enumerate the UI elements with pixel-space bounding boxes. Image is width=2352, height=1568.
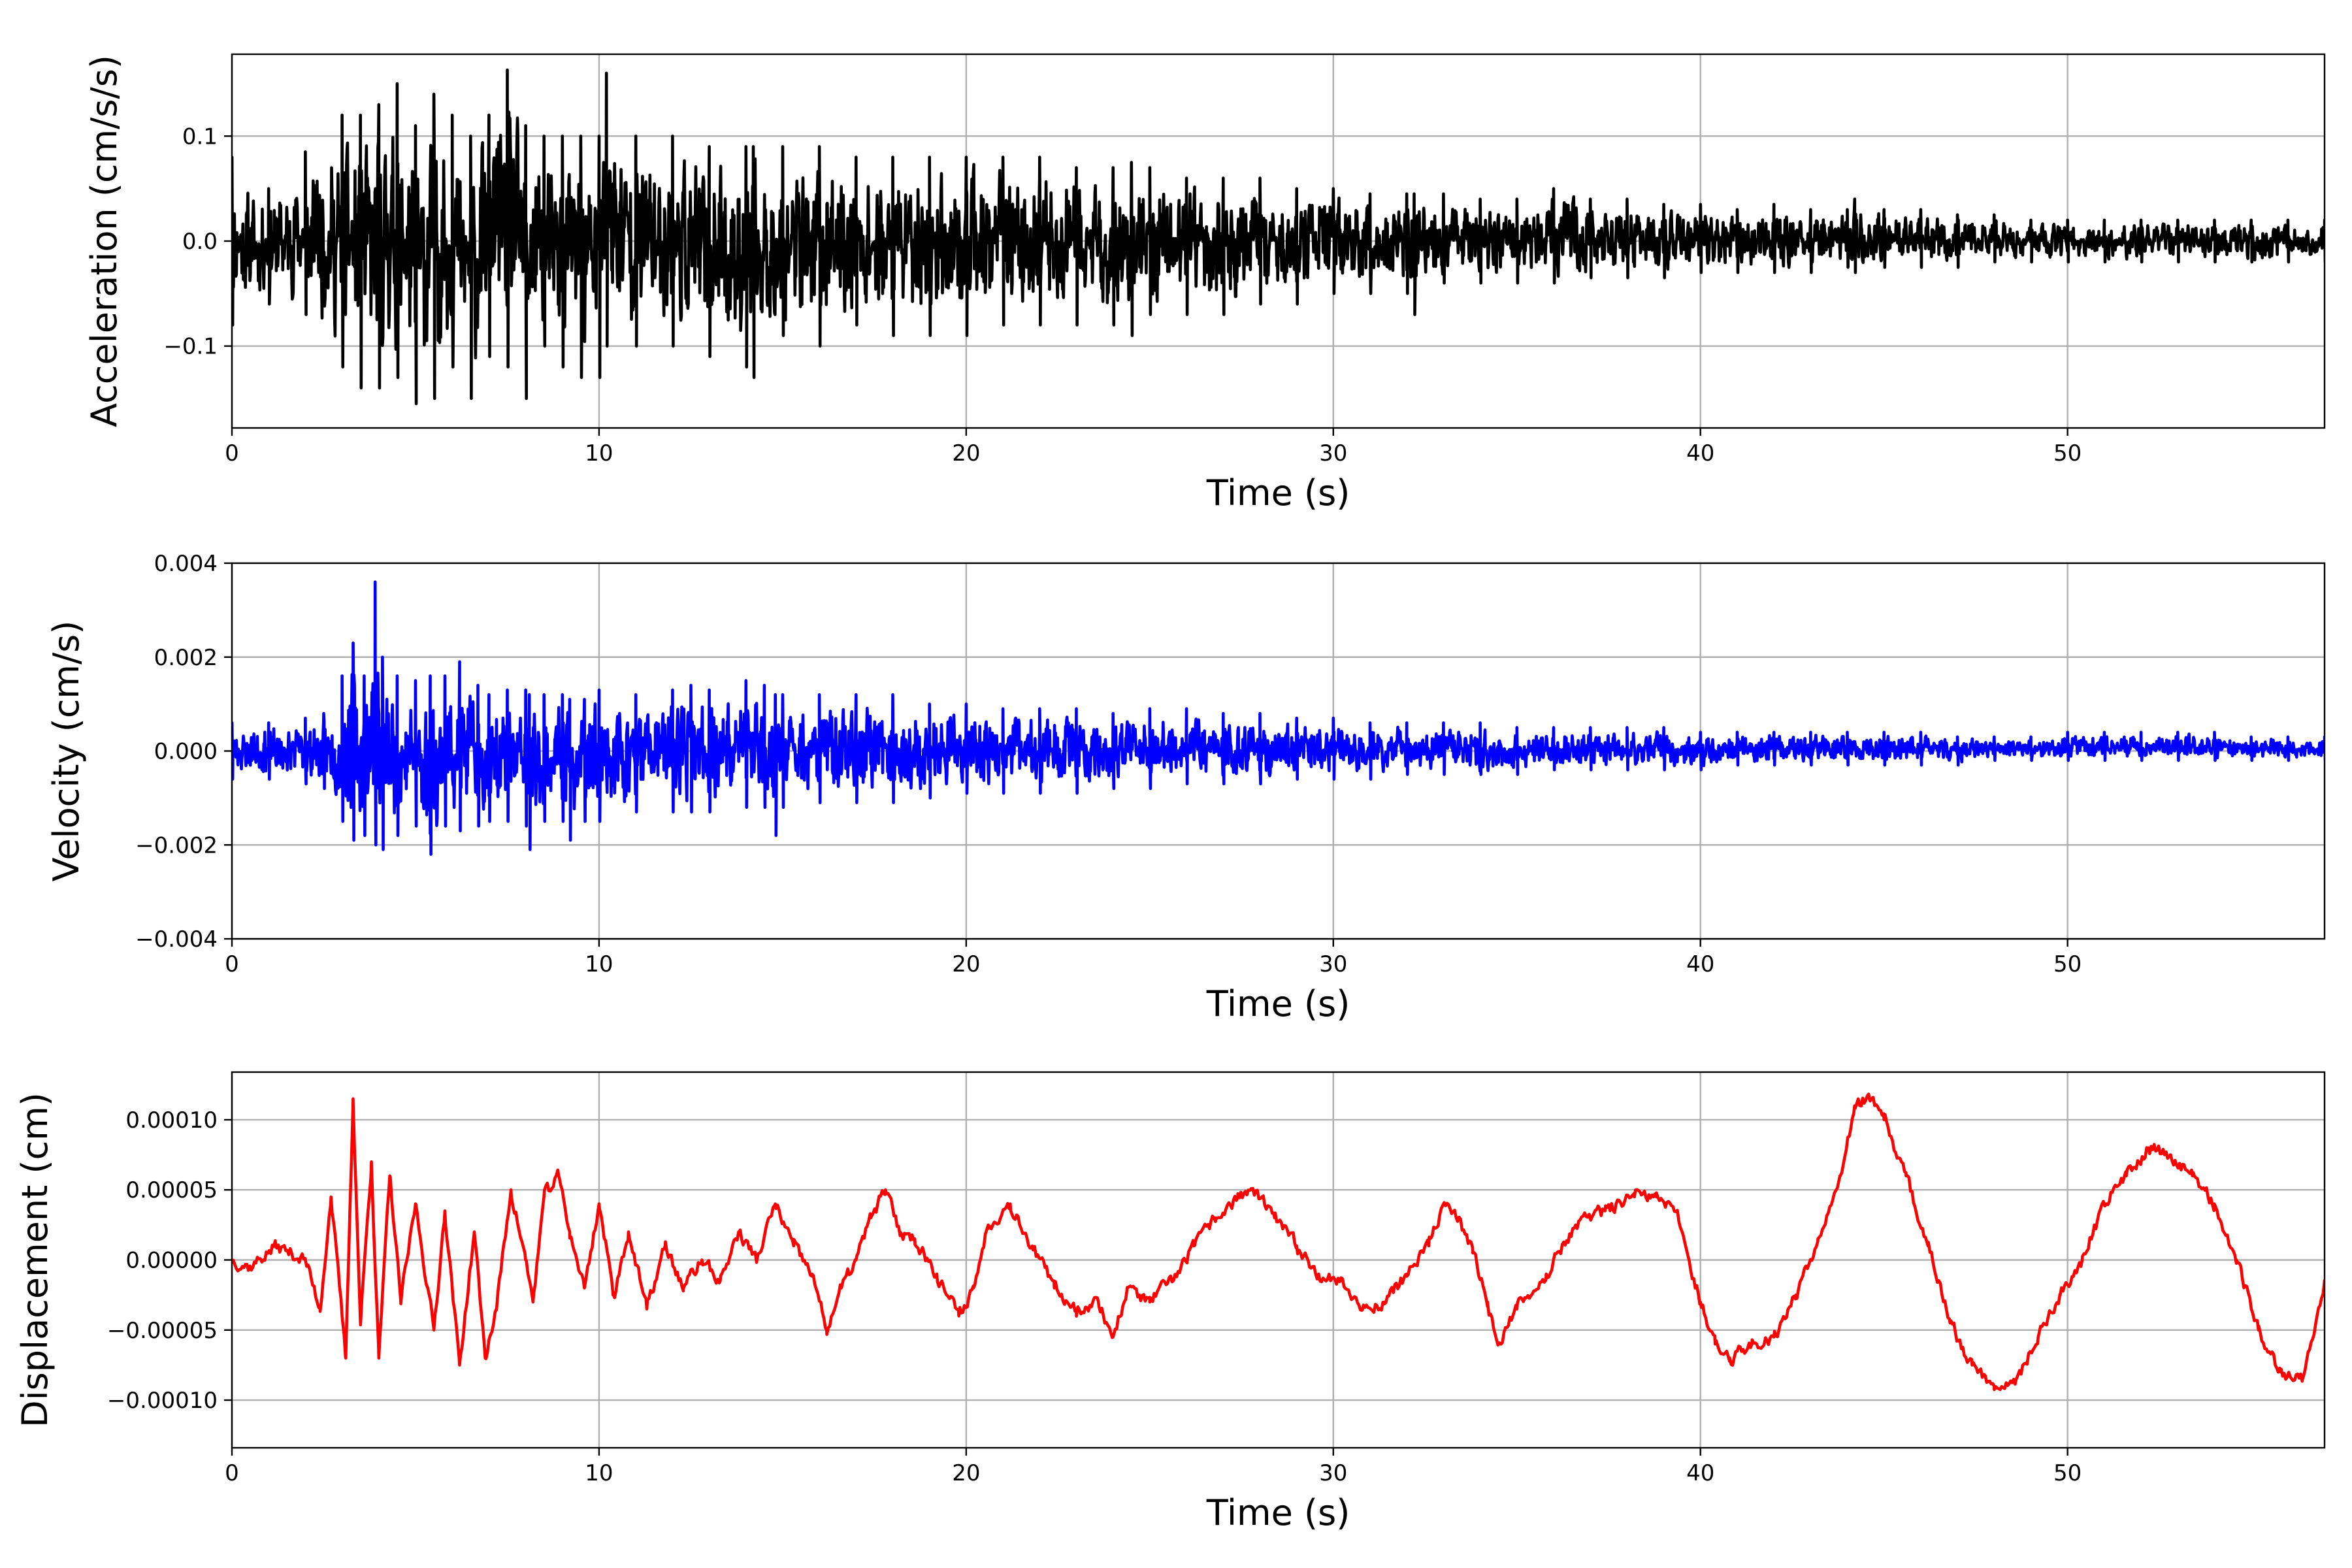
displacement-x-tick-label-2: 20 — [952, 1460, 980, 1486]
velocity-y-tick-label-2: 0.000 — [154, 739, 218, 765]
velocity-y-tick-label-0: −0.004 — [135, 926, 218, 953]
acceleration-x-tick-label-2: 20 — [952, 440, 980, 466]
velocity-panel: 0 10 20 30 40 50 −0.004 −0.002 0.000 0.002 0.004 Ti… — [46, 551, 2326, 1024]
displacement-x-axis-label: Time (s) — [1206, 1492, 1350, 1533]
velocity-x-tick-label-4: 40 — [1686, 951, 1714, 977]
velocity-series-line — [232, 580, 2325, 856]
velocity-x-tick-label-1: 10 — [585, 951, 613, 977]
acceleration-y-tick-label-2: 0.1 — [182, 123, 218, 150]
acceleration-x-axis-label: Time (s) — [1206, 472, 1350, 514]
acceleration-y-tick-label-0: −0.1 — [163, 334, 218, 360]
displacement-x-tick-label-5: 50 — [2053, 1460, 2082, 1486]
acceleration-panel: 0 10 20 30 40 50 −0.1 0.0 0.1 Time (s) Acceleratio… — [84, 53, 2326, 514]
displacement-y-axis-label: Displacement (cm) — [14, 1092, 56, 1428]
displacement-y-tick-label-2: 0.00000 — [125, 1248, 218, 1274]
velocity-x-tick-label-2: 20 — [952, 951, 980, 977]
velocity-x-tick-label-0: 0 — [225, 951, 239, 977]
acceleration-x-tick-label-1: 10 — [585, 440, 613, 466]
displacement-x-tick-label-0: 0 — [225, 1460, 239, 1486]
displacement-y-tick-label-3: 0.00005 — [125, 1177, 218, 1203]
acceleration-y-tick-label-1: 0.0 — [182, 229, 218, 255]
displacement-y-tick-label-0: −0.00010 — [107, 1388, 218, 1414]
acceleration-x-tick-label-5: 50 — [2053, 440, 2082, 466]
velocity-y-tick-label-4: 0.004 — [154, 551, 218, 577]
velocity-x-axis-label: Time (s) — [1206, 983, 1350, 1024]
acceleration-y-axis-label: Acceleration (cm/s/s) — [84, 55, 125, 427]
velocity-x-tick-label-5: 50 — [2053, 951, 2082, 977]
acceleration-x-tick-label-0: 0 — [225, 440, 239, 466]
displacement-y-tick-label-1: −0.00005 — [107, 1318, 218, 1344]
displacement-y-tick-label-4: 0.00010 — [125, 1107, 218, 1134]
velocity-y-axis-label: Velocity (cm/s) — [46, 621, 87, 882]
displacement-panel: 0 10 20 30 40 50 −0.00010 −0.00005 0.00000 0.0000… — [14, 1071, 2326, 1533]
velocity-y-tick-label-1: −0.002 — [135, 832, 218, 858]
acceleration-x-tick-label-3: 30 — [1319, 440, 1347, 466]
panels: 0 10 20 30 40 50 −0.1 0.0 0.1 Time (s) Acceleratio… — [14, 53, 2326, 1533]
displacement-x-tick-label-3: 30 — [1319, 1460, 1347, 1486]
displacement-x-tick-label-4: 40 — [1686, 1460, 1714, 1486]
velocity-y-tick-label-3: 0.002 — [154, 645, 218, 671]
displacement-series-line — [232, 1092, 2325, 1392]
acceleration-series-line — [232, 68, 2325, 406]
displacement-x-tick-label-1: 10 — [585, 1460, 613, 1486]
acceleration-x-tick-label-4: 40 — [1686, 440, 1714, 466]
velocity-x-tick-label-3: 30 — [1319, 951, 1347, 977]
